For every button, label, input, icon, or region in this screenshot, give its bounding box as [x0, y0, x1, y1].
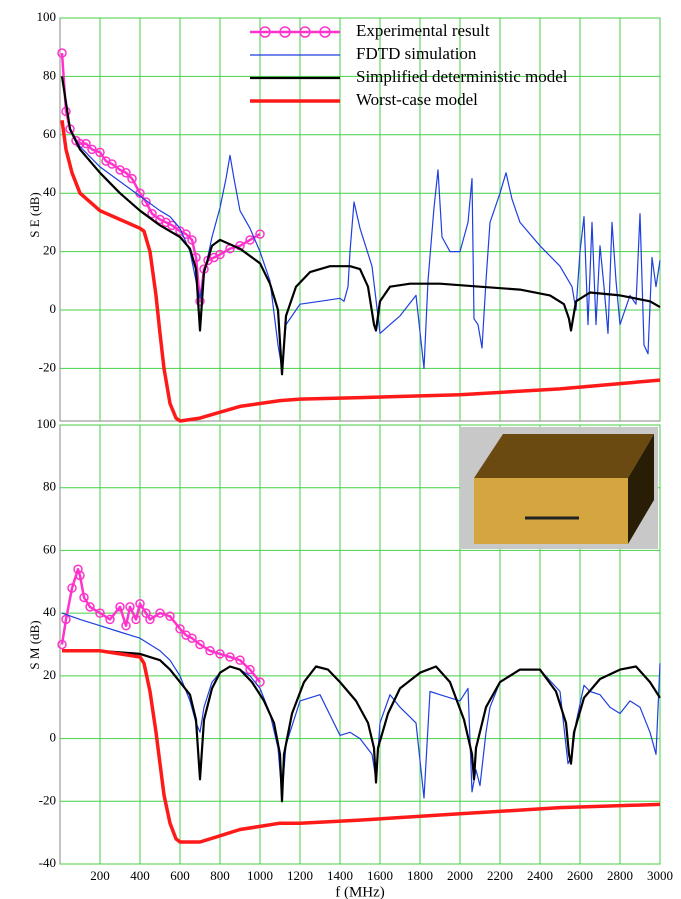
data-point [95, 608, 105, 618]
data-point [57, 48, 67, 58]
data-point [61, 614, 71, 625]
x-tick-label: 2600 [567, 868, 593, 883]
data-point [131, 614, 141, 625]
series-line [61, 612, 661, 799]
legend-label: Worst-case model [356, 90, 478, 109]
box-side [628, 434, 654, 544]
data-point [107, 159, 117, 169]
y-tick-label: 100 [37, 9, 57, 24]
legend-marker [299, 26, 311, 38]
y-tick-label: 20 [43, 243, 56, 258]
data-point [141, 197, 151, 207]
data-point [81, 138, 91, 149]
y-tick-label: 80 [43, 67, 56, 82]
legend-label: Simplified deterministic model [356, 67, 568, 86]
data-point [85, 602, 95, 612]
inset-image [460, 427, 658, 549]
y-tick-label: 60 [43, 541, 56, 556]
data-point [121, 620, 131, 631]
x-tick-label: 3000 [647, 868, 673, 883]
y-axis-title: S E (dB) [27, 192, 42, 238]
x-tick-label: 800 [210, 868, 230, 883]
y-tick-label: 0 [50, 301, 57, 316]
data-point [245, 235, 255, 245]
x-tick-label: 1800 [407, 868, 433, 883]
data-point [175, 624, 185, 634]
data-point [87, 144, 97, 155]
data-point [115, 602, 125, 612]
y-tick-label: 60 [43, 126, 56, 141]
legend-marker [319, 26, 331, 38]
data-point [235, 655, 245, 665]
x-tick-label: 200 [90, 868, 110, 883]
data-point [215, 649, 225, 659]
data-point [67, 583, 77, 593]
data-point [215, 249, 225, 260]
y-tick-label: -20 [39, 792, 56, 807]
y-tick-label: 100 [37, 416, 57, 431]
data-point [255, 229, 265, 239]
x-tick-label: 2000 [447, 868, 473, 883]
data-point [255, 677, 265, 687]
x-tick-label: 2800 [607, 868, 633, 883]
data-point [135, 598, 145, 609]
data-point [167, 220, 177, 231]
series-line [62, 649, 661, 803]
data-point [75, 570, 85, 581]
data-point [165, 611, 175, 622]
data-point [187, 633, 197, 643]
x-tick-label: 1000 [247, 868, 273, 883]
data-point [205, 646, 215, 656]
y-tick-label: 20 [43, 667, 56, 682]
data-point [155, 608, 165, 618]
y-tick-label: 40 [43, 184, 56, 199]
x-tick-label: 600 [170, 868, 190, 883]
data-point [225, 652, 235, 662]
data-point [57, 639, 67, 650]
legend-label: FDTD simulation [356, 44, 477, 63]
legend-label: Experimental result [356, 21, 490, 40]
data-point [195, 639, 205, 650]
data-point [105, 614, 115, 625]
series-line [60, 119, 661, 423]
data-point [79, 592, 89, 603]
series-line [62, 649, 661, 844]
legend-marker [279, 26, 291, 38]
data-point [145, 614, 155, 625]
data-point [73, 564, 83, 574]
x-tick-label: 2400 [527, 868, 553, 883]
data-point [187, 235, 197, 245]
series-line [60, 567, 261, 683]
x-tick-label: 1400 [327, 868, 353, 883]
legend-marker [259, 26, 271, 38]
data-point [95, 147, 105, 158]
x-tick-label: 1200 [287, 868, 313, 883]
series-line [60, 76, 661, 376]
data-point [121, 168, 131, 178]
x-tick-label: 2200 [487, 868, 513, 883]
data-point [245, 664, 255, 675]
y-tick-label: 0 [50, 730, 57, 745]
data-point [125, 602, 135, 612]
x-tick-label: 1600 [367, 868, 393, 883]
x-axis-title: f (MHz) [335, 884, 385, 899]
y-tick-label: 40 [43, 604, 56, 619]
data-point [127, 173, 137, 184]
series-line [61, 76, 661, 369]
box-top [474, 434, 654, 478]
box-front [474, 478, 628, 544]
series-line [60, 52, 261, 303]
y-tick-label: -20 [39, 359, 56, 374]
y-tick-label: 80 [43, 479, 56, 494]
x-tick-label: 400 [130, 868, 150, 883]
y-axis-title: S M (dB) [27, 620, 42, 669]
y-tick-label: -40 [39, 855, 56, 870]
data-point [147, 208, 157, 219]
